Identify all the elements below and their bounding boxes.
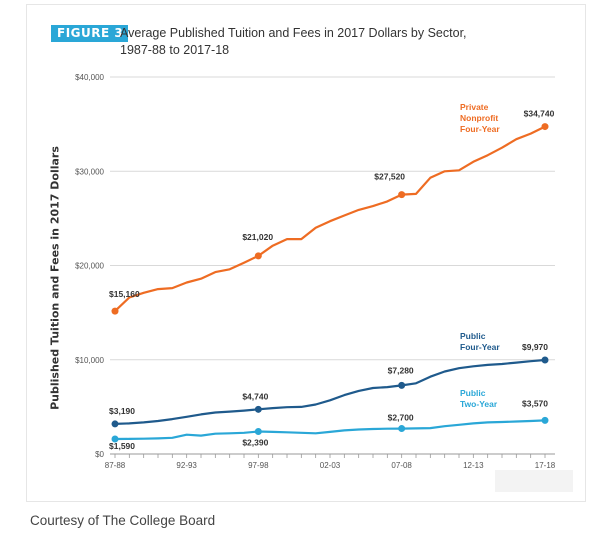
- series-line: [114, 419, 546, 441]
- data-point: [254, 252, 262, 260]
- series-label: Two-Year: [460, 399, 498, 409]
- figure-badge: FIGURE 3: [51, 25, 129, 42]
- data-label: $3,570: [522, 398, 548, 408]
- x-tick-label: 02-03: [320, 461, 341, 470]
- x-tick-label: 97-98: [248, 461, 269, 470]
- data-point: [398, 191, 406, 199]
- x-tick-label: 17-18: [535, 461, 556, 470]
- data-point: [111, 307, 119, 315]
- watermark-corner: [495, 470, 573, 492]
- data-label: $21,020: [242, 232, 273, 242]
- series-label: Four-Year: [460, 124, 500, 134]
- x-tick-label: 87-88: [105, 461, 126, 470]
- data-label: $15,160: [109, 289, 140, 299]
- y-tick-label: $20,000: [75, 262, 104, 271]
- y-tick-label: $40,000: [75, 73, 104, 82]
- data-point: [111, 435, 119, 443]
- data-point: [398, 381, 406, 389]
- series-label: Four-Year: [460, 342, 500, 352]
- data-label: $2,700: [388, 413, 414, 423]
- chart-title-line-2: 1987-88 to 2017-18: [120, 43, 230, 57]
- data-label: $7,280: [388, 365, 414, 375]
- series-label: Nonprofit: [460, 113, 498, 123]
- data-point: [541, 356, 549, 364]
- data-point: [398, 425, 406, 433]
- series-line: [114, 125, 546, 312]
- data-point: [111, 420, 119, 428]
- x-tick-label: 12-13: [463, 461, 484, 470]
- series-label: Private: [460, 102, 489, 112]
- data-point: [541, 416, 549, 424]
- series-label: Public: [460, 388, 486, 398]
- image-caption: Courtesy of The College Board: [30, 513, 216, 528]
- data-label: $3,190: [109, 406, 135, 416]
- y-tick-label: $10,000: [75, 356, 104, 365]
- y-tick-label: $30,000: [75, 167, 104, 176]
- series-lines: [111, 123, 549, 443]
- data-point: [254, 427, 262, 435]
- series-line: [114, 358, 546, 425]
- chart-title: Average Published Tuition and Fees in 20…: [120, 25, 560, 59]
- gridlines: [110, 76, 555, 361]
- data-point: [254, 405, 262, 413]
- axes: $0 $10,000 $20,000 $30,000 $40,000 87-88 92-93…: [75, 73, 556, 470]
- data-label: $2,390: [242, 437, 268, 447]
- y-tick-label: $0: [95, 450, 104, 459]
- chart-title-line-1: Average Published Tuition and Fees in 20…: [120, 26, 467, 40]
- series-label: Public: [460, 331, 486, 341]
- data-label: $34,740: [524, 109, 555, 119]
- x-tick-label: 07-08: [391, 461, 412, 470]
- data-point: [541, 123, 549, 131]
- data-labels: $15,160 $21,020 $27,520 $34,740 PrivateNonpr…: [109, 102, 555, 451]
- data-label: $4,740: [242, 391, 268, 401]
- data-label: $27,520: [374, 172, 405, 182]
- data-label: $9,970: [522, 342, 548, 352]
- figure-panel: [26, 4, 586, 502]
- data-label: $1,590: [109, 441, 135, 451]
- x-tick-label: 92-93: [176, 461, 197, 470]
